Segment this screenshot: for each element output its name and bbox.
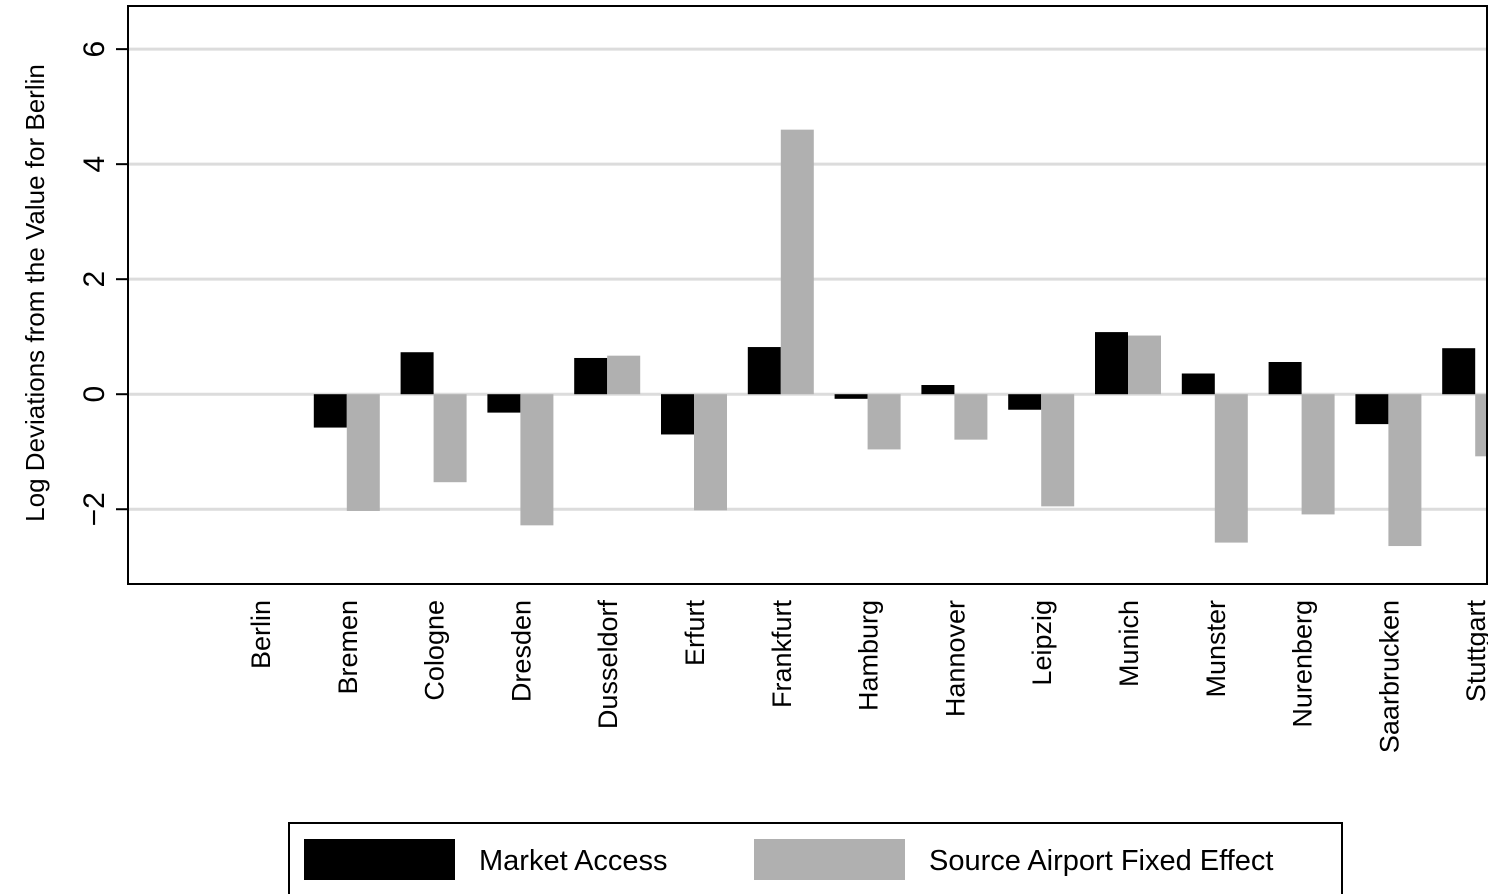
y-tick-label: 2 [78,271,111,288]
bar-market-access-leipzig [1008,394,1042,410]
bar-market-access-saarbrucken [1355,394,1389,425]
bar-market-access-munster [1181,373,1215,395]
x-tick-label: Stuttgart [1461,600,1488,703]
bar-market-access-dusseldorf [574,357,608,395]
bar-market-access-hamburg [834,394,868,399]
legend-box [288,822,1343,894]
bar-market-access-cologne [400,352,434,395]
x-tick-label: Nurenberg [1288,600,1318,728]
bar-source-airport-fixed-effect-hannover [954,394,988,440]
bar-source-airport-fixed-effect-nurenberg [1301,394,1335,515]
x-tick-label: Bremen [333,600,363,695]
x-tick-label: Munich [1114,600,1144,687]
bar-source-airport-fixed-effect-erfurt [694,394,727,511]
bar-source-airport-fixed-effect-munster [1214,394,1248,543]
y-tick-label: −2 [78,492,111,526]
bar-market-access-bremen [313,394,347,428]
bar-market-access-munich [1095,332,1128,395]
bar-market-access-hannover [921,385,955,395]
bar-market-access-nurenberg [1268,362,1302,395]
x-tick-label: Hannover [940,600,970,717]
y-tick-label: 0 [78,386,111,403]
x-tick-label: Cologne [420,600,450,701]
y-axis: −2 0 2 4 6 [78,41,128,526]
bars [313,129,1488,547]
bar-market-access-erfurt [661,394,694,435]
legend-label: Market Access [479,845,668,877]
y-tick-label: 4 [78,156,111,173]
x-tick-label: Hamburg [854,600,884,711]
legend-swatch [304,839,455,880]
bar-source-airport-fixed-effect-dusseldorf [607,355,641,395]
x-tick-label: Erfurt [680,600,710,667]
bar-source-airport-fixed-effect-munich [1128,335,1161,395]
bar-source-airport-fixed-effect-frankfurt [780,129,814,395]
x-tick-label: Frankfurt [767,600,797,709]
bar-source-airport-fixed-effect-cologne [433,394,467,483]
bar-source-airport-fixed-effect-dresden [520,394,554,526]
plot-frame [127,5,1488,585]
bar-source-airport-fixed-effect-stuttgart [1475,394,1488,457]
x-tick-label: Munster [1201,600,1231,698]
bar-source-airport-fixed-effect-saarbrucken [1388,394,1422,547]
x-tick-label: Dusseldorf [593,600,623,730]
legend-label: Source Airport Fixed Effect [929,845,1273,877]
x-tick-label: Dresden [506,600,536,702]
x-tick-label: Leipzig [1027,600,1057,686]
x-tick-label: Saarbrucken [1374,600,1404,753]
legend: Market Access Source Airport Fixed Effect [288,822,1343,894]
legend-swatch [754,839,905,880]
y-tick-label: 6 [78,41,111,58]
x-tick-label: Berlin [246,600,276,669]
bar-source-airport-fixed-effect-bremen [346,394,380,511]
bar-market-access-stuttgart [1442,348,1476,395]
x-axis-labels: Berlin Bremen Cologne Dresden Dusseldorf Erfu… [246,600,1488,754]
bar-market-access-frankfurt [747,347,781,395]
bar-source-airport-fixed-effect-leipzig [1041,394,1075,507]
bar-market-access-dresden [487,394,521,413]
y-axis-title: Log Deviations from the Value for Berlin [20,64,50,522]
bar-source-airport-fixed-effect-hamburg [867,394,901,450]
